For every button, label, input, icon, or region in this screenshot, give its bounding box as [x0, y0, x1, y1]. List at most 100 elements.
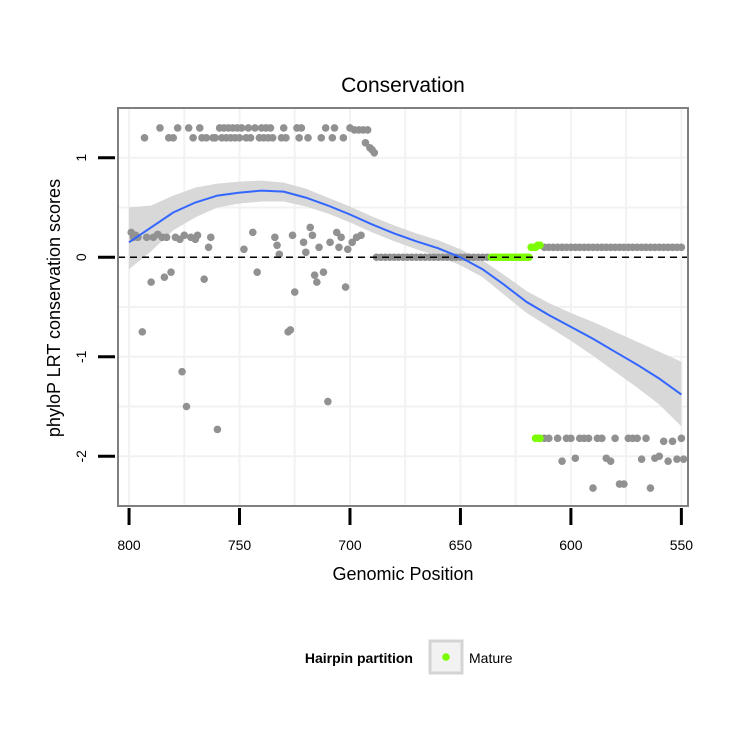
data-point	[266, 124, 275, 132]
data-point	[637, 455, 646, 464]
y-tick-label: -1	[73, 350, 89, 363]
data-point	[213, 425, 222, 434]
data-point	[246, 134, 255, 142]
data-point	[271, 233, 279, 242]
data-point	[633, 434, 641, 443]
data-point	[180, 231, 189, 240]
data-point	[339, 134, 348, 142]
data-point	[306, 223, 315, 232]
data-point	[655, 452, 664, 461]
data-point	[299, 238, 308, 247]
data-point	[195, 124, 204, 132]
data-point	[324, 397, 332, 406]
data-point	[279, 124, 288, 132]
data-point	[598, 434, 606, 443]
data-point	[361, 139, 370, 147]
data-point	[288, 231, 297, 240]
data-point	[244, 124, 253, 132]
data-point	[642, 434, 650, 443]
data-point	[606, 457, 615, 466]
data-point	[206, 233, 215, 242]
data-point	[301, 248, 310, 257]
data-point	[237, 124, 246, 132]
x-axis-label: Genomic Position	[332, 564, 473, 584]
data-point	[545, 434, 553, 443]
data-point	[348, 238, 356, 247]
panel-border	[117, 107, 689, 507]
data-point	[147, 278, 155, 286]
data-point	[337, 233, 345, 242]
data-point	[357, 231, 365, 240]
legend-title: Hairpin partition	[305, 650, 413, 666]
data-point	[304, 134, 312, 142]
data-point	[169, 134, 178, 142]
x-tick-label: 700	[338, 537, 362, 553]
data-point	[317, 134, 326, 142]
data-point	[326, 238, 334, 247]
data-point	[659, 437, 668, 446]
data-point	[589, 484, 597, 492]
plot-panel	[117, 107, 689, 507]
x-tick-label: 750	[228, 537, 252, 553]
data-point	[184, 124, 193, 132]
data-point	[178, 367, 186, 376]
y-tick-label: -2	[73, 450, 89, 463]
y-axis-label: phyloP LRT conservation scores	[44, 179, 64, 437]
x-tick-label: 600	[559, 537, 583, 553]
data-point	[162, 233, 171, 242]
data-point	[646, 484, 655, 492]
data-point	[679, 455, 688, 464]
data-point	[189, 134, 197, 142]
data-point	[319, 268, 328, 276]
data-point	[315, 243, 323, 252]
legend-entry-mature: Mature	[469, 650, 513, 666]
data-point	[611, 434, 619, 443]
data-point	[553, 434, 562, 443]
y-tick-label: 0	[73, 253, 89, 261]
data-point	[673, 455, 681, 464]
data-point	[290, 288, 299, 296]
data-point	[193, 231, 202, 240]
data-point	[584, 434, 593, 443]
data-point	[567, 434, 575, 443]
data-point	[167, 268, 175, 276]
data-point	[332, 228, 341, 237]
x-tick-label: 650	[449, 537, 473, 553]
data-point	[268, 134, 277, 142]
x-tick-label: 800	[117, 537, 141, 553]
data-point	[142, 233, 151, 242]
data-point	[297, 124, 306, 132]
data-point	[273, 241, 281, 250]
data-point	[240, 245, 248, 254]
data-point	[341, 283, 350, 291]
data-point	[275, 250, 284, 259]
data-point	[370, 148, 379, 157]
legend-mature-marker	[442, 653, 450, 661]
data-point	[321, 124, 330, 132]
data-point	[253, 268, 261, 276]
x-tick-label: 550	[670, 537, 694, 553]
data-point	[160, 273, 169, 281]
data-point	[248, 228, 257, 237]
chart-title: Conservation	[341, 74, 465, 97]
data-point	[140, 134, 149, 142]
confidence-ribbon	[129, 180, 682, 427]
data-point	[343, 245, 352, 254]
data-point	[558, 457, 566, 466]
data-point	[313, 278, 321, 286]
data-point	[363, 126, 372, 134]
data-point	[295, 134, 303, 142]
data-point	[282, 134, 290, 142]
data-point	[156, 124, 164, 132]
data-point	[677, 243, 686, 252]
data-point	[571, 454, 580, 463]
data-point	[182, 402, 191, 411]
data-point	[308, 231, 317, 240]
data-point	[677, 434, 686, 443]
data-point	[211, 134, 220, 142]
legend: Hairpin partition Mature	[305, 639, 513, 675]
data-point	[204, 243, 213, 252]
data-point	[200, 275, 208, 283]
data-point	[310, 271, 319, 279]
